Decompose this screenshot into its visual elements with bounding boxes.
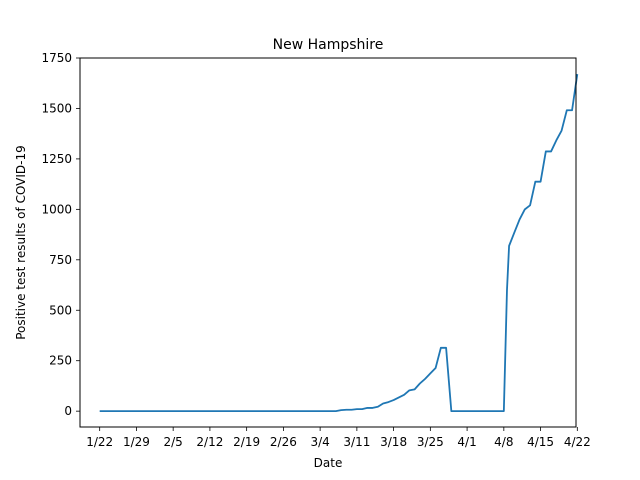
y-tick-label: 0 (64, 404, 72, 418)
plot-frame (79, 57, 577, 428)
x-tick-label: 3/25 (417, 435, 444, 449)
x-tick-label: 3/4 (310, 435, 329, 449)
series-layer (99, 74, 579, 413)
x-tick-label: 1/22 (86, 435, 113, 449)
series-line (99, 74, 579, 413)
x-tick-label: 4/15 (527, 435, 554, 449)
y-tick-label: 1750 (41, 51, 72, 65)
y-axis-label: Positive test results of COVID-19 (14, 145, 28, 340)
x-tick-label: 4/22 (564, 435, 591, 449)
y-tick-label: 1000 (41, 202, 72, 216)
x-tick-label: 2/19 (233, 435, 260, 449)
x-axis: 1/22 1/29 2/5 2/12 2/19 2/26 3/4 3/11 3/18 3/25 4/… (86, 427, 591, 449)
y-axis: 0 250 500 750 1000 1250 1500 1750 (41, 51, 80, 418)
x-axis-label: Date (314, 456, 343, 470)
y-tick-label: 500 (49, 303, 72, 317)
x-tick-label: 2/26 (270, 435, 297, 449)
chart-title: New Hampshire (273, 37, 384, 53)
x-tick-label: 4/1 (457, 435, 476, 449)
x-tick-label: 4/8 (494, 435, 513, 449)
y-tick-label: 250 (49, 354, 72, 368)
y-tick-label: 1500 (41, 101, 72, 115)
x-tick-label: 3/18 (380, 435, 407, 449)
x-tick-label: 3/11 (343, 435, 370, 449)
y-tick-label: 750 (49, 253, 72, 267)
y-tick-label: 1250 (41, 152, 72, 166)
x-tick-label: 1/29 (123, 435, 150, 449)
x-tick-label: 2/12 (196, 435, 223, 449)
x-tick-label: 2/5 (164, 435, 183, 449)
